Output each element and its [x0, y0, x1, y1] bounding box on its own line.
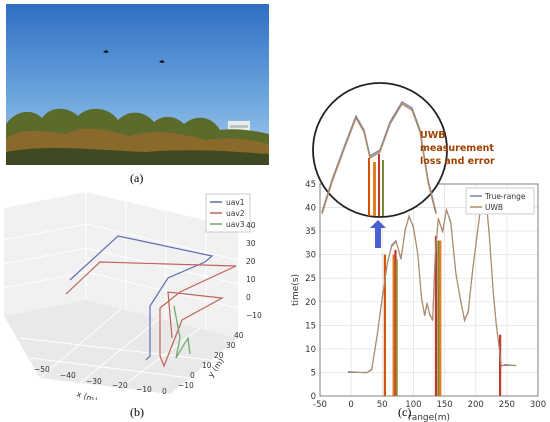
error-spike — [437, 240, 440, 396]
zoom-arrow-icon — [370, 220, 386, 248]
caption-a: (a) — [130, 171, 144, 185]
y-tick: 10 — [202, 361, 212, 370]
range-time-chart: -50 0 50 100 150 200 250 300051015202530354045 … — [291, 82, 546, 422]
drone-icon — [159, 60, 165, 63]
x-tick: −50 — [34, 365, 50, 374]
uav2-trajectory — [65, 261, 237, 368]
sky-photo-image — [6, 4, 269, 165]
error-spike — [439, 240, 442, 396]
y-tick-label: 20 — [305, 298, 316, 308]
y-tick-label: 10 — [305, 345, 316, 355]
y-tick-label: 0 — [311, 392, 316, 402]
y-tick-label: 15 — [305, 321, 316, 331]
z-tick: 0 — [246, 293, 251, 302]
x-tick: −30 — [86, 377, 102, 386]
legend-uav2: uav2 — [226, 209, 245, 218]
x-tick-label: 300 — [530, 400, 546, 410]
error-spike — [499, 334, 502, 396]
series-true-range — [348, 193, 517, 373]
caption-c: (c) — [398, 405, 412, 419]
error-spike — [394, 249, 397, 396]
error-spike — [392, 254, 395, 396]
z-tick: 20 — [246, 257, 256, 266]
y-tick-label: 45 — [305, 180, 316, 190]
y-tick: 20 — [214, 351, 224, 360]
uav1-trajectory — [69, 235, 214, 361]
legend-3d: uav1 uav2 uav3 — [205, 193, 251, 233]
error-spike — [383, 254, 386, 396]
error-spike — [434, 235, 438, 396]
drone-icon — [103, 50, 109, 53]
x-axis-label: x (m) — [75, 389, 98, 400]
y-axis-label: time(s) — [291, 274, 301, 306]
x-tick: −20 — [112, 381, 128, 390]
caption-b: (b) — [130, 405, 144, 419]
y-tick: 0 — [190, 371, 195, 380]
z-tick: 10 — [246, 275, 256, 284]
y-tick-label: 35 — [305, 227, 316, 237]
x-tick-label: 200 — [468, 400, 484, 410]
y-tick-label: 40 — [305, 204, 316, 214]
sky-photo — [6, 4, 269, 165]
x-axis-label: range(m) — [408, 413, 450, 422]
zoom-inset: UWB measurement loss and error — [312, 82, 495, 218]
x-tick: −40 — [60, 371, 76, 380]
legend-label: True-range — [484, 192, 526, 201]
y-tick-label: 5 — [311, 368, 316, 378]
x-tick-label: 0 — [348, 400, 353, 410]
y-tick-label: 25 — [305, 274, 316, 284]
error-spike — [395, 259, 398, 396]
x-tick: −10 — [136, 385, 152, 394]
uav3-trajectory — [173, 305, 191, 359]
x-tick-label: 100 — [405, 400, 421, 410]
y-tick-label: 30 — [305, 251, 316, 261]
x-tick-label: 50 — [377, 400, 388, 410]
z-tick: 30 — [246, 239, 256, 248]
legend-label: UWB — [485, 203, 503, 212]
x-tick-label: 250 — [499, 400, 515, 410]
z-tick: 40 — [246, 221, 256, 230]
trajectory-3d-plot: uav1 uav2 uav3 −10 0 10 20 30 40 −50 −40… — [3, 192, 262, 400]
z-tick: −10 — [246, 311, 262, 320]
zoom-annotation-line3: loss and error — [420, 156, 495, 167]
zoom-annotation-line1: UWB — [420, 130, 445, 141]
chart-legend: True-range UWB — [465, 187, 535, 215]
zoom-annotation-line2: measurement — [420, 143, 494, 154]
x-tick-label: -50 — [313, 400, 327, 410]
series-uwb — [347, 193, 517, 374]
x-tick: 0 — [162, 387, 167, 396]
x-tick-label: 150 — [436, 400, 452, 410]
y-tick: 30 — [226, 341, 236, 350]
y-tick: 40 — [234, 331, 244, 340]
legend-box — [465, 187, 535, 215]
legend-uav1: uav1 — [226, 198, 245, 207]
legend-uav3: uav3 — [226, 220, 245, 229]
zoom-uwb — [321, 103, 437, 215]
y-tick: −10 — [178, 381, 194, 390]
